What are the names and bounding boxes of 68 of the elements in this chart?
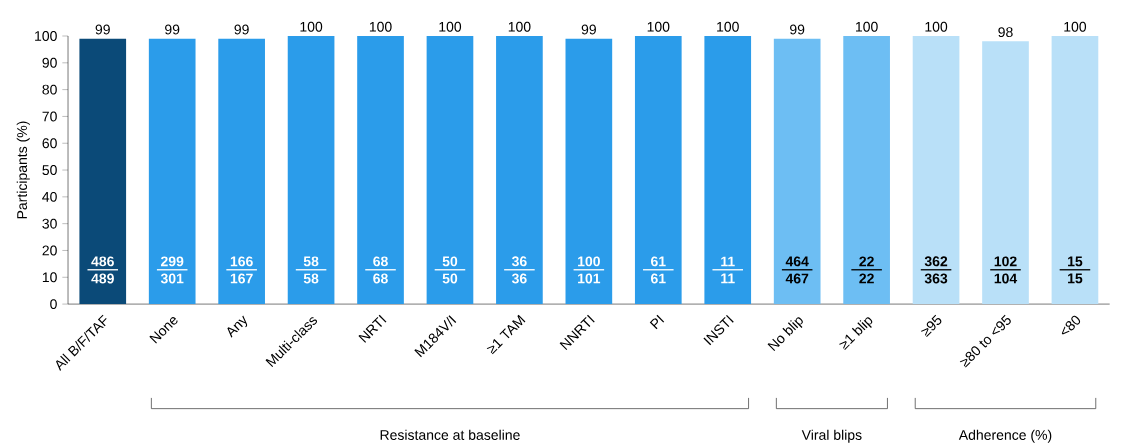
annotation: 11 — [721, 256, 735, 267]
data-label: 99 — [581, 24, 596, 35]
annotation: 22 — [859, 273, 874, 284]
data-label: 100 — [369, 21, 392, 32]
annotation: 15 — [1068, 273, 1083, 284]
annotation: 467 — [785, 273, 809, 284]
data-label: 100 — [856, 21, 878, 32]
data-label: 100 — [925, 21, 948, 32]
annotation: 464 — [785, 256, 809, 267]
data-label: 100 — [508, 21, 531, 32]
y-tick-label: 100 — [35, 30, 57, 41]
annotation: 50 — [442, 273, 458, 284]
annotation: 15 — [1068, 256, 1083, 267]
x-tick-label: Any — [227, 315, 248, 338]
data-label: 100 — [300, 21, 323, 32]
annotation: 301 — [160, 273, 184, 284]
text: Resistance at baseline — [380, 429, 520, 440]
x-tick-label: No blip — [767, 317, 803, 351]
y-tick-label: 60 — [42, 138, 57, 148]
annotation: 50 — [442, 256, 458, 267]
y-tick-label: 90 — [42, 57, 57, 68]
annotation: 58 — [303, 256, 319, 267]
y-tick-label: 70 — [42, 111, 57, 122]
x-tick-label: ≥1 TAM — [486, 314, 526, 355]
y-tick-label: 30 — [42, 218, 57, 229]
annotation: 36 — [511, 273, 527, 284]
data-label: 100 — [647, 21, 670, 32]
annotation: 58 — [303, 273, 319, 284]
y-tick-label: 20 — [42, 245, 57, 256]
annotation: 100 — [578, 256, 600, 267]
x-tick-label: ≥80 to <95 — [959, 314, 1011, 368]
annotation: 68 — [373, 273, 388, 284]
annotation: 61 — [651, 256, 666, 267]
data-label: 99 — [95, 24, 110, 35]
x-tick-label: <80 — [1061, 315, 1081, 335]
x-tick-label: ≥1 blip — [839, 317, 873, 350]
annotation: 22 — [859, 256, 874, 267]
text: Viral blips — [801, 429, 862, 443]
annotation: 36 — [511, 256, 527, 267]
annotation: 362 — [924, 256, 948, 267]
annotation: 102 — [994, 256, 1017, 267]
annotation: 11 — [721, 273, 735, 283]
data-label: 99 — [234, 24, 249, 35]
data-label: 99 — [790, 24, 805, 35]
x-tick-label: ≥95 — [920, 314, 942, 337]
data-label: 99 — [165, 24, 180, 35]
annotation: 489 — [91, 273, 114, 284]
data-label: 100 — [717, 21, 739, 32]
text: Adherence (%) — [958, 429, 1052, 443]
annotation: 167 — [230, 273, 253, 284]
y-axis-title: Participants (%) — [16, 121, 30, 219]
annotation: 101 — [578, 273, 601, 284]
annotation: 61 — [651, 273, 666, 284]
data-label: 100 — [439, 21, 462, 32]
y-tick-label: 10 — [42, 272, 57, 283]
y-tick-label: 50 — [42, 164, 57, 175]
y-tick-label: 0 — [50, 298, 57, 309]
annotation: 104 — [994, 273, 1018, 284]
annotation: 166 — [230, 256, 253, 267]
data-label: 98 — [998, 26, 1013, 37]
annotation: 363 — [924, 273, 948, 284]
annotation: 68 — [373, 256, 388, 267]
annotation: 486 — [91, 256, 114, 267]
y-tick-label: 40 — [42, 191, 57, 202]
annotation: 299 — [160, 256, 184, 267]
x-tick-label: PI — [649, 314, 665, 330]
y-tick-label: 80 — [42, 84, 57, 95]
data-label: 100 — [1064, 21, 1087, 32]
